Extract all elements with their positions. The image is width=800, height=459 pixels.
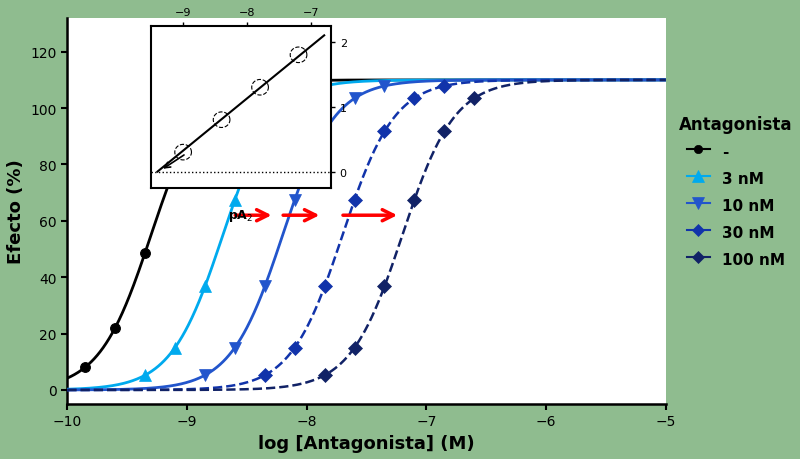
X-axis label: log [Antagonista] (M): log [Antagonista] (M) xyxy=(258,434,475,452)
Y-axis label: Efecto (%): Efecto (%) xyxy=(7,159,25,264)
Legend: -, 3 nM, 10 nM, 30 nM, 100 nM: -, 3 nM, 10 nM, 30 nM, 100 nM xyxy=(679,116,793,269)
